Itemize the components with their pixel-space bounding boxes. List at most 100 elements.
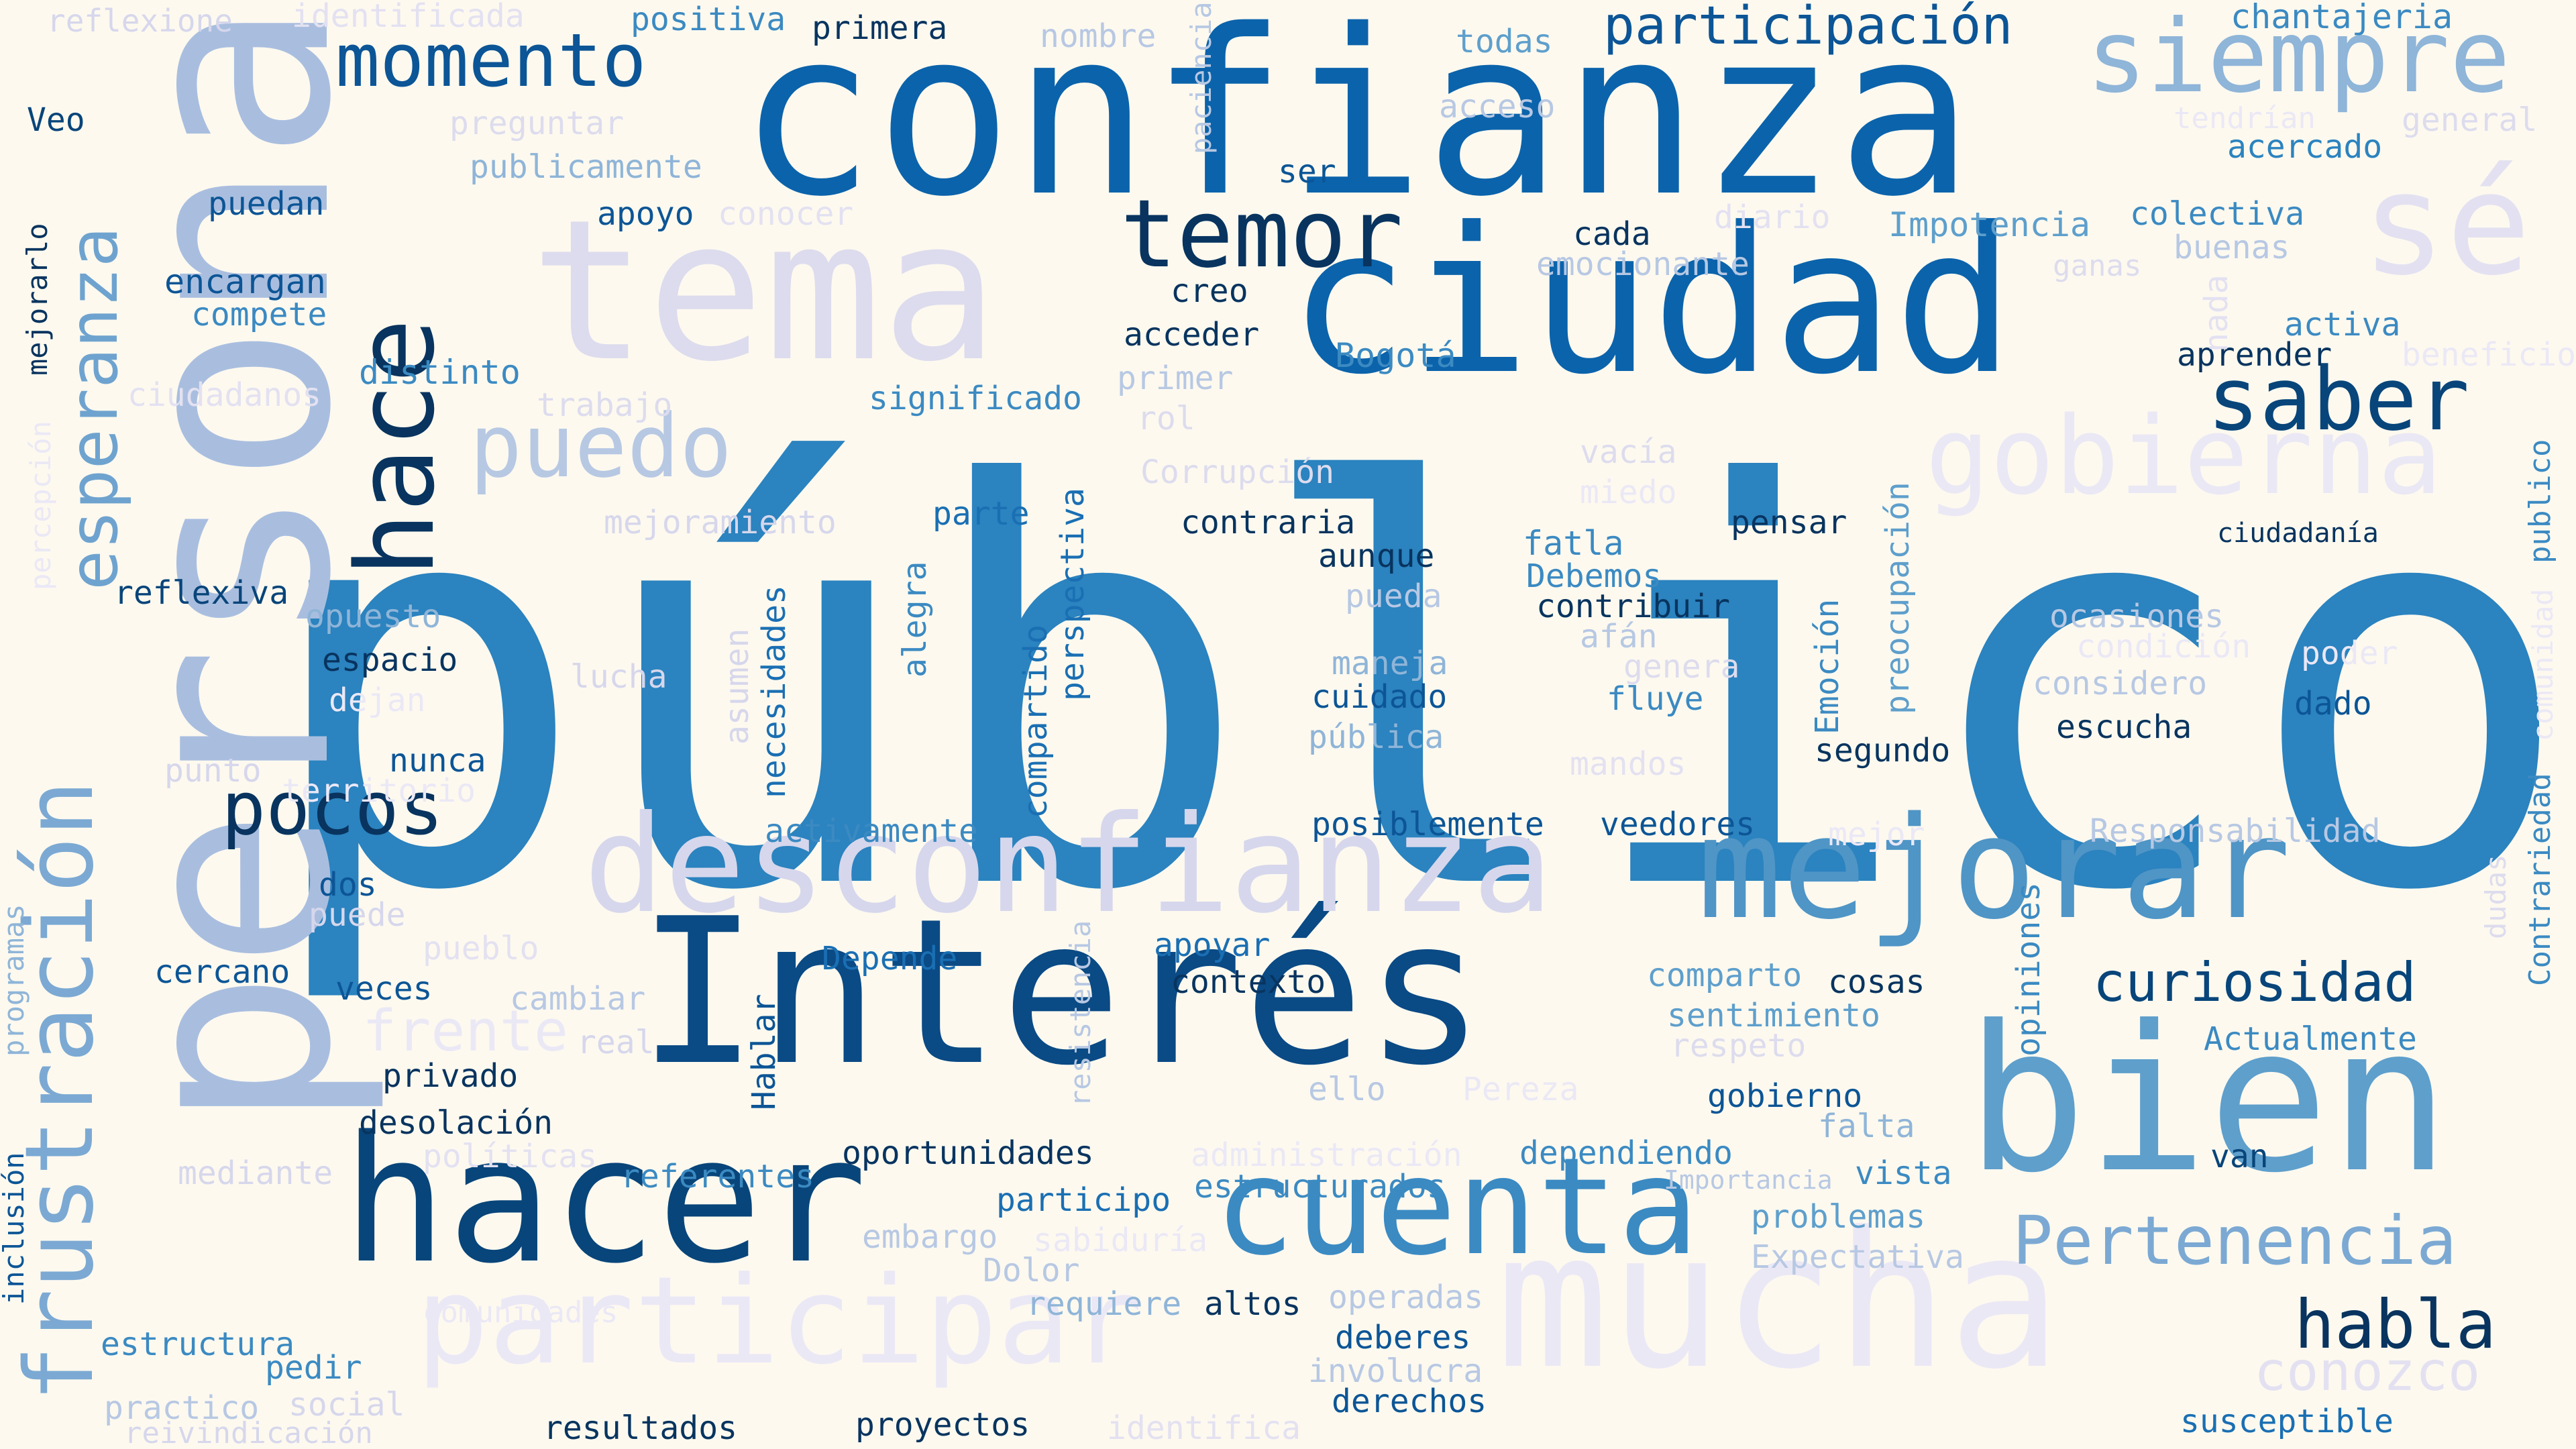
word-fatla: fatla: [1523, 524, 1624, 563]
word-reflexiva: reflexiva: [114, 574, 289, 612]
word-activa: activa: [2284, 306, 2401, 343]
word-proyectos: proyectos: [855, 1406, 1030, 1444]
word-colectiva: colectiva: [2130, 195, 2305, 233]
word-importancia: Importancia: [1664, 1165, 1833, 1195]
word-sentimiento: sentimiento: [1667, 997, 1880, 1034]
word-segundo: segundo: [1815, 732, 1951, 769]
word-primer: primer: [1117, 360, 1234, 397]
word-ciudadanos: ciudadanos: [127, 376, 321, 414]
word-requiere: requiere: [1026, 1285, 1182, 1323]
word-opuesto: opuesto: [305, 598, 441, 635]
word-bogota: Bogotá: [1335, 336, 1456, 375]
word-administracion: administración: [1191, 1136, 1462, 1174]
word-opiniones: opiniones: [2010, 881, 2047, 1057]
word-punto: punto: [164, 752, 262, 790]
word-respeto: respeto: [1670, 1027, 1807, 1065]
word-sabiduria: sabiduría: [1033, 1222, 1208, 1259]
word-se: sé: [2361, 142, 2531, 307]
word-publico: publico: [2523, 439, 2557, 564]
word-impotencia: Impotencia: [1888, 205, 2091, 244]
word-resistencia: resistencia: [1064, 920, 1097, 1107]
word-cuenta: cuenta: [1214, 1129, 1699, 1285]
word-involucra: involucra: [1308, 1352, 1483, 1390]
word-conozco: conozco: [2254, 1340, 2481, 1403]
word-veedores: veedores: [1600, 806, 1756, 843]
word-siempre: siempre: [2086, 0, 2511, 115]
word-politicas: políticas: [423, 1138, 598, 1175]
word-puedan: puedan: [208, 185, 325, 223]
word-embargo: embargo: [862, 1218, 998, 1256]
word-alegra: alegra: [896, 561, 934, 678]
word-publicamente: publicamente: [470, 148, 702, 186]
word-corrupcion: Corrupción: [1140, 453, 1334, 491]
word-publica: pública: [1308, 718, 1444, 756]
word-esperanza: esperanza: [54, 227, 133, 590]
word-dejan: dejan: [329, 682, 426, 719]
word-general: general: [2402, 101, 2538, 139]
word-pueblo: pueblo: [423, 930, 539, 967]
word-pereza: Pereza: [1462, 1071, 1579, 1108]
word-necesidades: necesidades: [755, 585, 793, 798]
word-posiblemente: posiblemente: [1311, 806, 1544, 843]
word-buenas: buenas: [2174, 229, 2290, 266]
word-tema: tema: [530, 178, 999, 405]
word-percepcion: percepción: [24, 421, 57, 590]
word-cambiar: cambiar: [510, 980, 646, 1018]
word-pertenencia: Pertenencia: [2012, 1201, 2457, 1280]
word-estructurados: estructurados: [1194, 1168, 1446, 1205]
word-contraria: contraria: [1181, 504, 1356, 541]
word-nada: nada: [2198, 274, 2235, 352]
word-diario: diario: [1714, 199, 1831, 236]
word-perspectiva: perspectiva: [1054, 488, 1091, 701]
word-comunidad: comunidad: [2526, 588, 2559, 741]
word-distinto: distinto: [359, 353, 521, 392]
word-ocasiones: ocasiones: [2049, 598, 2224, 635]
word-publico: público: [258, 371, 2576, 1011]
word-frustracion: frustración: [5, 780, 115, 1402]
word-responsabilidad: Responsabilidad: [2090, 812, 2381, 850]
word-vacia: vacía: [1580, 433, 1677, 471]
word-susceptible: susceptible: [2180, 1403, 2394, 1440]
word-contexto: contexto: [1171, 963, 1326, 1001]
word-actualmente: Actualmente: [2204, 1020, 2417, 1058]
word-territorio: territorio: [282, 772, 476, 810]
word-oportunidades: oportunidades: [842, 1134, 1094, 1172]
word-chantajeria: chantajeria: [2231, 0, 2453, 36]
word-pueda: pueda: [1345, 578, 1442, 615]
word-activamente: activamente: [765, 812, 978, 850]
word-van: van: [2210, 1138, 2269, 1175]
word-fluye: fluye: [1607, 680, 1704, 718]
word-aunque: aunque: [1318, 537, 1435, 575]
word-hablar: Hablar: [745, 994, 783, 1110]
word-lucha: lucha: [570, 658, 667, 696]
word-ganas: ganas: [2053, 249, 2142, 283]
word-acceso: acceso: [1439, 88, 1556, 125]
word-nunca: nunca: [389, 742, 486, 780]
word-positiva: positiva: [631, 1, 786, 38]
word-ciudadania: ciudadanía: [2217, 518, 2379, 549]
word-beneficio: beneficio: [2401, 336, 2576, 374]
word-desconfianza: desconfianza: [584, 787, 1553, 943]
word-preocupacion: preocupación: [1879, 482, 1917, 714]
word-identificada: identificada: [292, 0, 525, 35]
word-mejor: mejor: [1828, 816, 1925, 853]
word-dos: dos: [319, 866, 377, 904]
word-interes: Interés: [637, 875, 1486, 1110]
word-mejorar: mejorar: [1697, 786, 2292, 951]
word-participar: participar: [416, 1251, 1143, 1391]
word-hacer: hacer: [342, 1099, 867, 1302]
word-creo: creo: [1171, 272, 1248, 310]
word-pedir: pedir: [265, 1349, 362, 1387]
word-privado: privado: [382, 1057, 519, 1095]
word-pensar: pensar: [1731, 504, 1847, 541]
word-resultados: resultados: [543, 1409, 737, 1447]
word-falta: falta: [1818, 1108, 1915, 1145]
word-gobierno: gobierno: [1707, 1077, 1863, 1115]
word-cuidado: cuidado: [1311, 678, 1448, 716]
word-genera: genera: [1623, 648, 1740, 686]
word-veces: veces: [335, 970, 433, 1008]
word-mucha: mucha: [1496, 1192, 2061, 1411]
word-paciencia: paciencia: [1185, 1, 1218, 154]
word-dudas: dudas: [2479, 854, 2512, 939]
